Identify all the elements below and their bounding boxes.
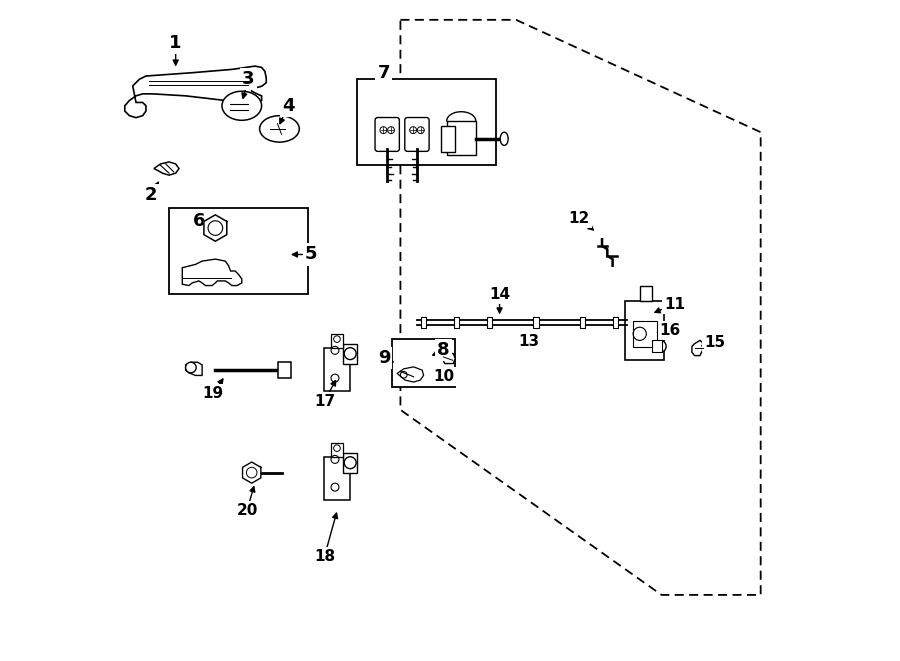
Bar (446, 121, 476, 155)
Text: 6: 6 (193, 212, 205, 231)
Ellipse shape (259, 116, 300, 142)
Circle shape (654, 340, 666, 352)
Text: 12: 12 (568, 211, 590, 225)
Polygon shape (242, 462, 261, 483)
Polygon shape (125, 66, 266, 118)
Bar (613, 317, 618, 328)
Bar (652, 340, 662, 352)
Bar (421, 317, 427, 328)
Circle shape (344, 457, 356, 469)
Bar (633, 321, 657, 347)
Text: 20: 20 (237, 503, 257, 518)
Ellipse shape (222, 91, 262, 120)
Bar (357, 79, 496, 165)
Text: 9: 9 (378, 349, 391, 368)
Text: 5: 5 (305, 245, 318, 264)
Bar (580, 317, 585, 328)
Polygon shape (204, 215, 227, 241)
Text: 18: 18 (314, 549, 335, 564)
Bar (392, 339, 454, 387)
Text: 13: 13 (518, 334, 540, 349)
Polygon shape (442, 353, 455, 364)
Bar (534, 317, 538, 328)
Text: 14: 14 (489, 287, 510, 301)
Bar (487, 317, 492, 328)
Bar (331, 334, 343, 348)
Text: 19: 19 (202, 386, 224, 401)
Text: 8: 8 (437, 341, 450, 360)
Bar (441, 126, 454, 152)
Polygon shape (397, 367, 424, 382)
Bar (169, 208, 308, 294)
Polygon shape (692, 340, 703, 356)
FancyBboxPatch shape (375, 118, 400, 151)
Text: 1: 1 (169, 34, 182, 52)
Text: 16: 16 (659, 323, 680, 338)
Bar (343, 344, 357, 364)
Polygon shape (154, 162, 179, 175)
Bar (454, 317, 459, 328)
Text: 17: 17 (314, 394, 335, 408)
Text: 7: 7 (378, 63, 391, 82)
Text: 11: 11 (664, 297, 685, 311)
Bar (343, 453, 357, 473)
Text: 10: 10 (433, 369, 454, 384)
Text: 15: 15 (704, 335, 725, 350)
Text: 4: 4 (282, 97, 294, 115)
Bar (278, 362, 292, 378)
Text: 2: 2 (145, 186, 158, 204)
FancyBboxPatch shape (405, 118, 429, 151)
Bar (640, 286, 652, 301)
Polygon shape (185, 362, 202, 375)
Ellipse shape (500, 132, 508, 145)
Circle shape (185, 362, 196, 373)
Polygon shape (183, 259, 242, 286)
Text: 3: 3 (242, 70, 255, 89)
Bar (331, 443, 343, 457)
Bar (324, 348, 349, 391)
Bar (626, 301, 663, 360)
Circle shape (344, 348, 356, 360)
Bar (324, 457, 349, 500)
